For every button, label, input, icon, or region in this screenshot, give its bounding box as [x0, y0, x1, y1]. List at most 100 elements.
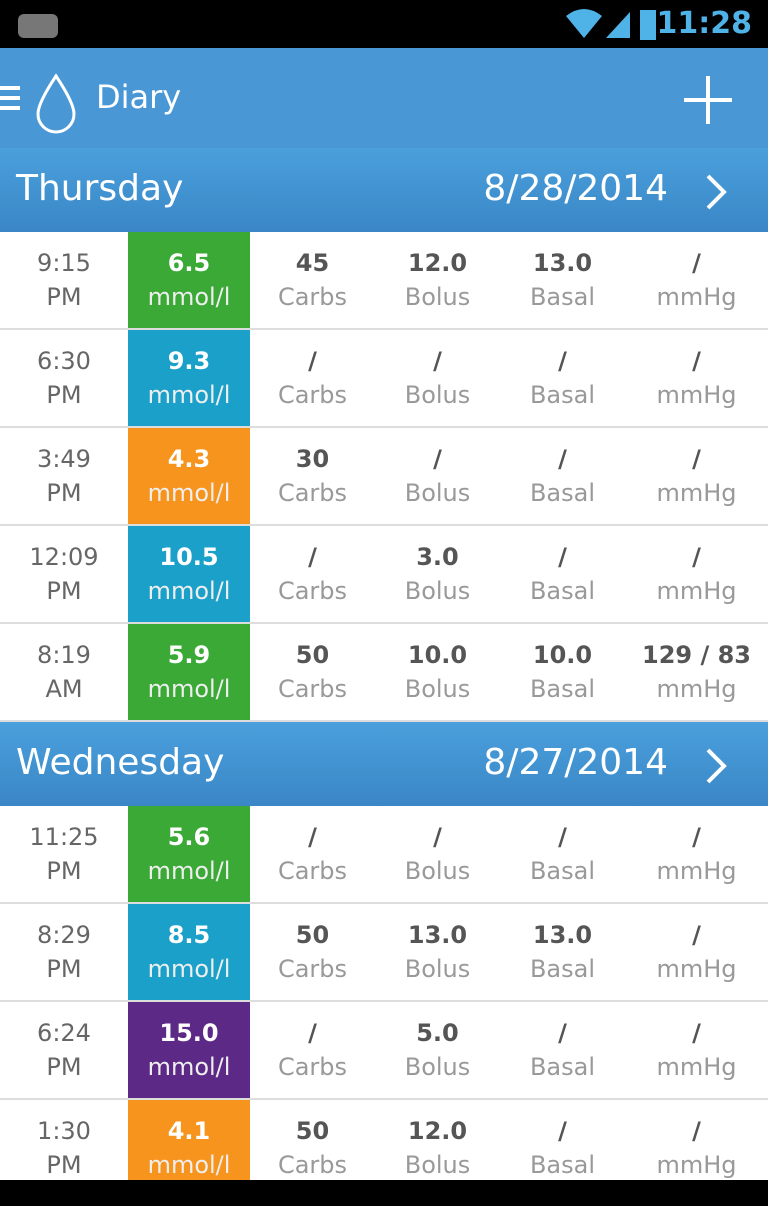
period: AM [45, 675, 83, 703]
time-cell: 12:09 PM [0, 526, 128, 622]
carbs-value: 50 [295, 921, 330, 949]
carbs-label: Carbs [277, 857, 348, 885]
glucose-value: 15.0 [159, 1019, 219, 1047]
time-cell: 11:25 PM [0, 806, 128, 902]
signal-icons [566, 9, 656, 40]
pressure-cell: 129 / 83 mmHg [625, 624, 768, 720]
day-name: Thursday [16, 168, 184, 209]
pressure-label: mmHg [656, 1151, 737, 1179]
carbs-value: 50 [295, 1117, 330, 1145]
carbs-cell: 50 Carbs [250, 624, 375, 720]
glucose-unit: mmol/l [147, 1053, 231, 1081]
pressure-cell: / mmHg [625, 526, 768, 622]
period: PM [46, 577, 82, 605]
basal-label: Basal [529, 283, 596, 311]
chevron-path [706, 174, 727, 210]
carbs-value: / [308, 1019, 317, 1047]
bolus-cell: 12.0 Bolus [375, 1100, 500, 1180]
bolus-value: 13.0 [407, 921, 468, 949]
carbs-label: Carbs [277, 479, 348, 507]
glucose-cell: 10.5 mmol/l [128, 526, 250, 622]
bolus-cell: / Bolus [375, 330, 500, 426]
time: 8:29 [37, 921, 91, 949]
time: 6:24 [37, 1019, 91, 1047]
carbs-value: 50 [295, 641, 330, 669]
basal-value: 13.0 [532, 249, 593, 277]
carbs-value: 45 [295, 249, 330, 277]
entry-row[interactable]: 1:30 PM 4.1 mmol/l 50 Carbs 12.0 Bolus / Basal / mm… [0, 1100, 768, 1180]
carbs-cell: / Carbs [250, 526, 375, 622]
pressure-value: / [692, 347, 701, 375]
carbs-label: Carbs [277, 1151, 348, 1179]
chevron[interactable] [702, 172, 732, 212]
bolus-value: 5.0 [416, 1019, 459, 1047]
glucose-cell: 4.1 mmol/l [128, 1100, 250, 1180]
pressure-label: mmHg [656, 479, 737, 507]
glucose-cell: 5.6 mmol/l [128, 806, 250, 902]
glucose-unit: mmol/l [147, 955, 231, 983]
pressure-label: mmHg [656, 857, 737, 885]
time: 12:09 [29, 543, 99, 571]
entry-row[interactable]: 12:09 PM 10.5 mmol/l / Carbs 3.0 Bolus / Basal / mm… [0, 526, 768, 624]
entry-row[interactable]: 8:29 PM 8.5 mmol/l 50 Carbs 13.0 Bolus 13.0 Basal… [0, 904, 768, 1002]
bolus-value: / [433, 347, 442, 375]
time-cell: 6:24 PM [0, 1002, 128, 1098]
glucose-value: 9.3 [167, 347, 211, 375]
day-date: 8/27/2014 [483, 742, 668, 783]
glucose-unit: mmol/l [147, 857, 231, 885]
bolus-value: 12.0 [407, 249, 468, 277]
bolus-cell: / Bolus [375, 806, 500, 902]
time: 6:30 [37, 347, 91, 375]
entry-row[interactable]: 6:30 PM 9.3 mmol/l / Carbs / Bolus / Basal / mmHg [0, 330, 768, 428]
bolus-label: Bolus [404, 675, 471, 703]
bolus-label: Bolus [404, 577, 471, 605]
pressure-value: / [692, 543, 701, 571]
day-header[interactable]: Wednesday 8/27/2014 [0, 722, 768, 806]
time-cell: 3:49 PM [0, 428, 128, 524]
pressure-cell: / mmHg [625, 904, 768, 1000]
basal-label: Basal [529, 675, 596, 703]
time-cell: 6:30 PM [0, 330, 128, 426]
bolus-value: / [433, 823, 442, 851]
bolus-label: Bolus [404, 1053, 471, 1081]
carbs-cell: / Carbs [250, 1002, 375, 1098]
basal-label: Basal [529, 577, 596, 605]
pressure-value: / [692, 823, 701, 851]
entry-row[interactable]: 3:49 PM 4.3 mmol/l 30 Carbs / Bolus / Basal / mmHg [0, 428, 768, 526]
basal-label: Basal [529, 1053, 596, 1081]
entry-row[interactable]: 8:19 AM 5.9 mmol/l 50 Carbs 10.0 Bolus 10.0 Basal… [0, 624, 768, 722]
time: 3:49 [37, 445, 91, 473]
pressure-value: 129 / 83 [642, 641, 751, 669]
bolus-cell: 5.0 Bolus [375, 1002, 500, 1098]
period: PM [46, 857, 82, 885]
pressure-label: mmHg [656, 381, 737, 409]
basal-value: / [558, 1019, 567, 1047]
period: PM [46, 1053, 82, 1081]
bolus-cell: 3.0 Bolus [375, 526, 500, 622]
menu-logo[interactable] [0, 48, 90, 148]
carbs-label: Carbs [277, 1053, 348, 1081]
period: PM [46, 1151, 82, 1179]
bolus-label: Bolus [404, 955, 471, 983]
glucose-unit: mmol/l [147, 1151, 231, 1179]
add-button[interactable] [678, 70, 738, 130]
chevron[interactable] [702, 746, 732, 786]
chevron-path [706, 748, 727, 784]
glucose-unit: mmol/l [147, 381, 231, 409]
basal-label: Basal [529, 1151, 596, 1179]
entry-row[interactable]: 9:15 PM 6.5 mmol/l 45 Carbs 12.0 Bolus 13.0 Basal… [0, 232, 768, 330]
entry-row[interactable]: 11:25 PM 5.6 mmol/l / Carbs / Bolus / Basal / mmHg [0, 806, 768, 904]
notification-icon [18, 14, 58, 38]
carbs-cell: 30 Carbs [250, 428, 375, 524]
carbs-value: / [308, 823, 317, 851]
glucose-value: 10.5 [159, 543, 219, 571]
basal-cell: / Basal [500, 1100, 625, 1180]
time-cell: 9:15 PM [0, 232, 128, 328]
day-header[interactable]: Thursday 8/28/2014 [0, 148, 768, 232]
entry-row[interactable]: 6:24 PM 15.0 mmol/l / Carbs 5.0 Bolus / Basal / mmH… [0, 1002, 768, 1100]
pressure-label: mmHg [656, 955, 737, 983]
basal-cell: / Basal [500, 330, 625, 426]
glucose-value: 5.9 [167, 641, 211, 669]
time: 8:19 [37, 641, 91, 669]
